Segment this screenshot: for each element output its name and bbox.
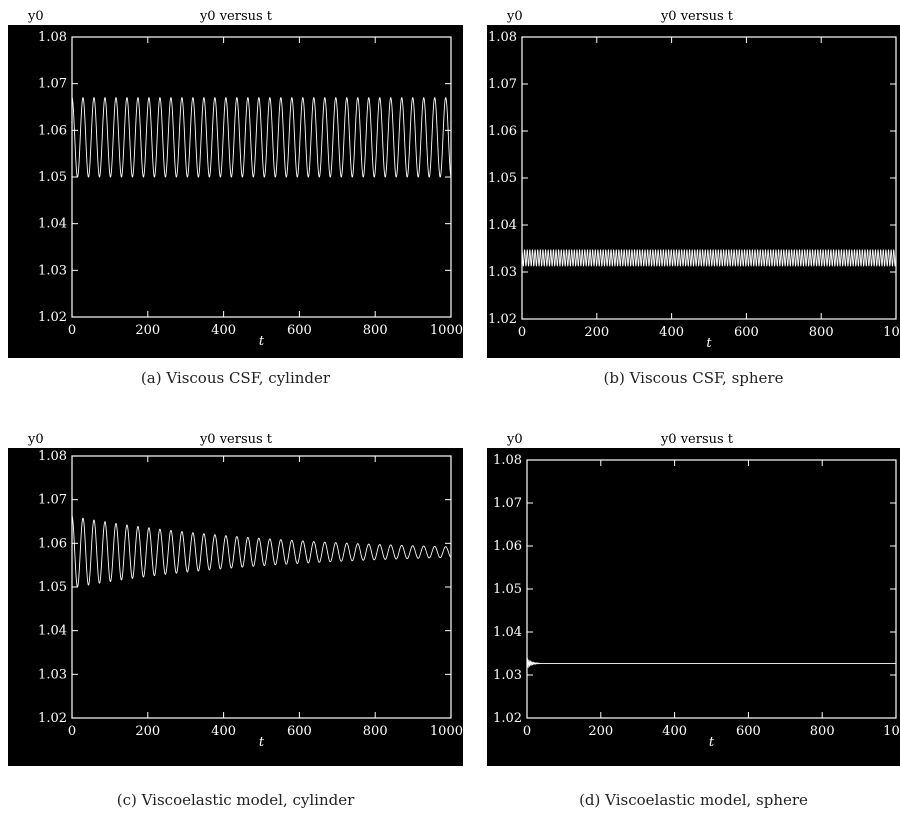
- chart-background-a: [8, 25, 463, 358]
- y-tick-label-a: 1.04: [38, 217, 67, 232]
- x-tick-label-c: 1000: [430, 724, 463, 739]
- y-tick-label-a: 1.06: [38, 123, 67, 138]
- chart-svg-d: y0 y0 versus t 1.021.031.041.051.061.071…: [487, 432, 900, 766]
- y-tick-label-b: 1.06: [488, 124, 517, 139]
- y-tick-label-a: 1.07: [38, 77, 67, 92]
- y-tick-label-c: 1.05: [38, 580, 67, 595]
- y-tick-label-d: 1.05: [493, 582, 522, 597]
- chart-panel-a: y0 y0 versus t 1.02 1.03 1.04 1.05 1.06 1.07 1…: [8, 5, 463, 358]
- chart-header-a: y0 y0 versus t: [27, 9, 273, 24]
- chart-panel-b: y0 y0 versus t 1.02 1.03 1.04 1.05 1.06 1.07 1…: [487, 5, 900, 358]
- x-tick-label-a: 0: [68, 323, 76, 338]
- chart-header-b: y0 y0 versus t: [506, 9, 734, 24]
- x-tick-label-b: 400: [659, 325, 684, 340]
- x-tick-label-b: 600: [734, 325, 759, 340]
- x-tick-label-c: 200: [135, 724, 160, 739]
- x-axis-label-b: t: [706, 336, 712, 351]
- y-tick-label-a: 1.05: [38, 170, 67, 185]
- y-tick-label-d: 1.06: [493, 539, 522, 554]
- chart-header-c: y0 y0 versus t: [27, 432, 273, 447]
- y-tick-label-c: 1.07: [38, 493, 67, 508]
- chart-title-left-b: y0: [506, 9, 523, 24]
- chart-svg-c: y0 y0 versus t 1.021.031.041.051.061.071…: [8, 432, 463, 766]
- plot-layer-a: 1.02 1.03 1.04 1.05 1.06 1.07 1.08 0 200 400 600 80…: [38, 30, 463, 349]
- y-tick-label-c: 1.02: [38, 711, 67, 726]
- y-tick-label-b: 1.08: [488, 30, 517, 45]
- y-tick-label-b: 1.04: [488, 218, 517, 233]
- caption-c: (c) Viscoelastic model, cylinder: [116, 791, 355, 809]
- chart-panel-d: y0 y0 versus t 1.02 1.03 1.04 1.05 1.06 1.07 1…: [487, 428, 900, 766]
- x-tick-label-b: 200: [584, 325, 609, 340]
- chart-title-center-d: y0 versus t: [660, 432, 734, 447]
- series-line-c: [71, 515, 452, 588]
- x-tick-label-d: 800: [810, 724, 835, 739]
- y-tick-label-c: 1.06: [38, 536, 67, 551]
- x-tick-label-d: 400: [662, 724, 687, 739]
- x-tick-label-d: 0: [523, 724, 531, 739]
- y-tick-label-d: 1.02: [493, 711, 522, 726]
- x-tick-label-d: 200: [588, 724, 613, 739]
- caption-a: (a) Viscous CSF, cylinder: [140, 369, 331, 387]
- chart-title-center-c: y0 versus t: [199, 432, 273, 447]
- y-tick-label-b: 1.02: [488, 312, 517, 327]
- x-tick-label-b: 800: [809, 325, 834, 340]
- chart-header-d: y0 y0 versus t: [506, 432, 734, 447]
- chart-svg-a: y0 y0 versus t 1.021.031.041.051.061.071…: [8, 9, 463, 358]
- x-tick-label-d: 600: [736, 724, 761, 739]
- chart-title-left-d: y0: [506, 432, 523, 447]
- series-line-a: [71, 97, 452, 178]
- chart-title-center-a: y0 versus t: [199, 9, 273, 24]
- x-tick-label-c: 0: [68, 724, 76, 739]
- y-tick-label-c: 1.08: [38, 449, 67, 464]
- y-tick-label-a: 1.03: [38, 263, 67, 278]
- chart-title-left-a: y0: [27, 9, 44, 24]
- x-tick-label-a: 600: [287, 323, 312, 338]
- y-tick-label-b: 1.03: [488, 265, 517, 280]
- y-tick-label-c: 1.03: [38, 667, 67, 682]
- x-tick-label-a: 1000: [430, 323, 463, 338]
- series-line-b: [521, 249, 897, 267]
- x-axis-label-d: t: [709, 735, 715, 750]
- plot-layer-b: 1.02 1.03 1.04 1.05 1.06 1.07 1.08 0 200 400 600 80…: [488, 30, 900, 351]
- chart-title-left-c: y0: [27, 432, 44, 447]
- chart-title-center-b: y0 versus t: [660, 9, 734, 24]
- x-tick-label-d: 100: [883, 724, 900, 739]
- caption-d: (d) Viscoelastic model, sphere: [579, 791, 808, 809]
- caption-b: (b) Viscous CSF, sphere: [603, 369, 784, 387]
- series-line-d: [526, 657, 896, 669]
- plot-layer-c: 1.02 1.03 1.04 1.05 1.06 1.07 1.08 0 200 400 600 80…: [38, 449, 463, 750]
- y-tick-label-b: 1.05: [488, 171, 517, 186]
- x-tick-label-a: 200: [135, 323, 160, 338]
- x-tick-label-c: 800: [363, 724, 388, 739]
- y-tick-label-d: 1.04: [493, 625, 522, 640]
- chart-svg-b: y0 y0 versus t 1.021.031.041.051.061.071…: [487, 9, 900, 358]
- x-tick-label-a: 800: [363, 323, 388, 338]
- x-axis-label-c: t: [259, 735, 265, 750]
- x-tick-label-b: 100: [883, 325, 900, 340]
- chart-background-d: [487, 448, 900, 766]
- x-tick-label-c: 400: [211, 724, 236, 739]
- y-tick-label-a: 1.08: [38, 30, 67, 45]
- chart-background-b: [487, 25, 900, 358]
- y-tick-label-c: 1.04: [38, 624, 67, 639]
- chart-background-c: [8, 448, 463, 766]
- x-axis-label-a: t: [259, 334, 265, 349]
- chart-panel-c: y0 y0 versus t 1.02 1.03 1.04 1.05 1.06 1.07 1…: [8, 428, 463, 766]
- plot-layer-d: 1.02 1.03 1.04 1.05 1.06 1.07 1.08 0 200 400 600 80…: [493, 453, 900, 750]
- x-tick-label-b: 0: [518, 325, 526, 340]
- y-tick-label-d: 1.08: [493, 453, 522, 468]
- x-tick-label-a: 400: [211, 323, 236, 338]
- y-tick-label-d: 1.03: [493, 668, 522, 683]
- y-tick-label-a: 1.02: [38, 310, 67, 325]
- x-tick-label-c: 600: [287, 724, 312, 739]
- y-tick-label-b: 1.07: [488, 77, 517, 92]
- y-tick-label-d: 1.07: [493, 496, 522, 511]
